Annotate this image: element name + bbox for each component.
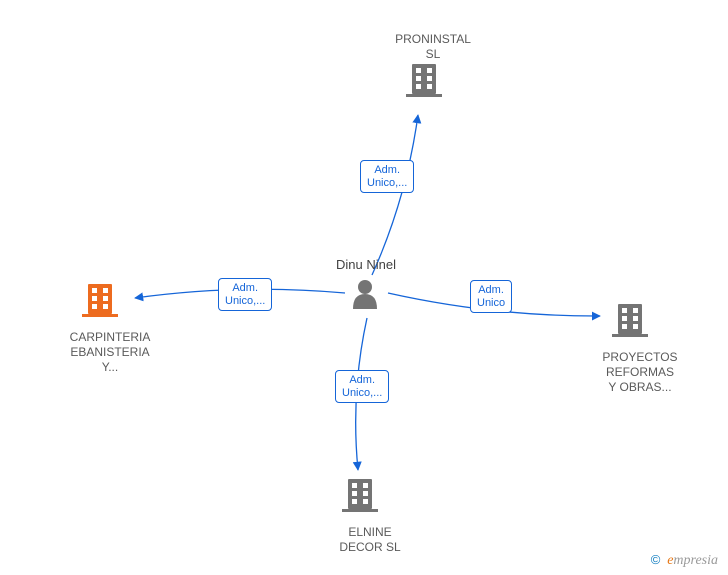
building-icon-right[interactable] [612, 304, 648, 337]
node-label-right[interactable]: PROYECTOS REFORMAS Y OBRAS... [590, 350, 690, 395]
watermark: © empresia [651, 551, 718, 569]
edge-label-left: Adm. Unico,... [218, 278, 272, 311]
edge-top [372, 115, 418, 275]
building-icon-bottom[interactable] [342, 479, 378, 512]
edge-label-top: Adm. Unico,... [360, 160, 414, 193]
copyright-symbol: © [651, 552, 661, 567]
building-icon-top[interactable] [406, 64, 442, 97]
edge-label-bottom: Adm. Unico,... [335, 370, 389, 403]
node-label-top[interactable]: PRONINSTAL SL [388, 32, 478, 62]
brand-rest: mpresia [673, 553, 718, 568]
edge-label-right: Adm. Unico [470, 280, 512, 313]
person-icon[interactable] [353, 280, 377, 309]
center-person-label: Dinu Ninel [336, 257, 396, 272]
node-label-bottom[interactable]: ELNINE DECOR SL [325, 525, 415, 555]
diagram-canvas [0, 0, 728, 575]
node-label-left[interactable]: CARPINTERIA EBANISTERIA Y... [55, 330, 165, 375]
building-icon-left[interactable] [82, 284, 118, 317]
